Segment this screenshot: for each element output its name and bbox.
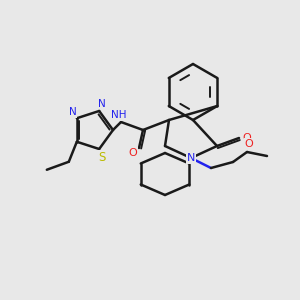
Text: N: N	[69, 107, 77, 117]
Text: O: O	[244, 139, 253, 149]
Text: N: N	[98, 99, 106, 109]
Text: N: N	[187, 153, 195, 163]
Text: S: S	[98, 151, 106, 164]
Text: NH: NH	[111, 110, 127, 120]
Text: O: O	[243, 133, 251, 143]
Text: O: O	[129, 148, 137, 158]
